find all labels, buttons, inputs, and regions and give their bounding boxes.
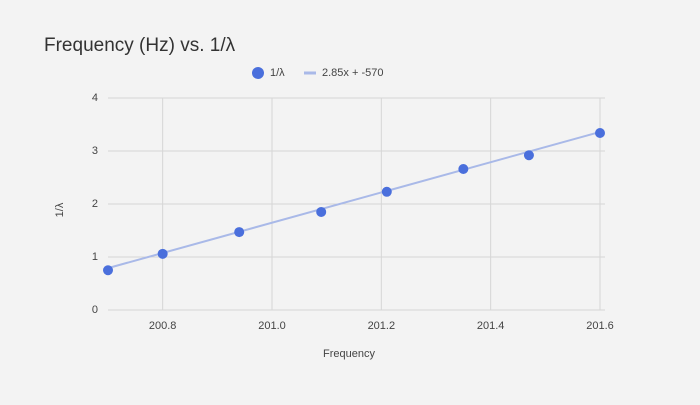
y-tick-label: 1	[92, 251, 98, 263]
y-tick-label: 4	[92, 92, 98, 104]
point	[157, 248, 168, 259]
x-tick-label: 200.8	[149, 320, 177, 332]
y-tick-label: 2	[92, 198, 98, 210]
point	[234, 227, 245, 238]
x-tick-label: 201.6	[586, 320, 614, 332]
x-tick-label: 201.0	[258, 320, 286, 332]
y-tick-label: 0	[92, 304, 98, 316]
point	[523, 150, 534, 161]
x-axis-label: Frequency	[323, 348, 375, 360]
point	[458, 164, 469, 175]
point	[316, 206, 327, 217]
point	[381, 186, 392, 197]
y-axis-label: 1/λ	[54, 202, 66, 217]
legend-label: 1/λ	[270, 67, 285, 79]
x-tick-label: 201.4	[477, 320, 505, 332]
legend-marker	[252, 67, 264, 79]
point	[595, 127, 605, 138]
y-tick-label: 3	[92, 145, 98, 157]
chart-title: Frequency (Hz) vs. 1/λ	[44, 35, 236, 56]
x-tick-label: 201.2	[368, 320, 396, 332]
legend-label: 2.85x + -570	[322, 67, 383, 79]
trendline	[107, 130, 601, 270]
point	[103, 265, 113, 276]
